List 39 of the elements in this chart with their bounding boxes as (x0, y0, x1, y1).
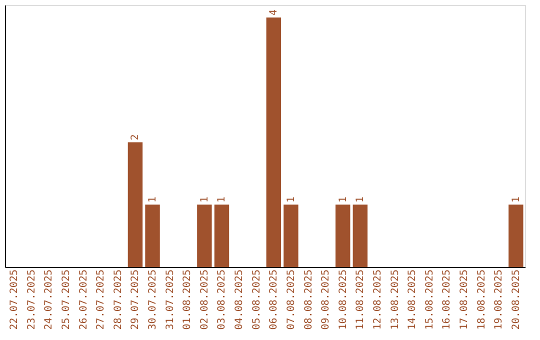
data-label: 4 (268, 9, 280, 16)
x-tick-label: 26.07.2025 (78, 270, 90, 330)
x-tick-label: 30.07.2025 (148, 270, 159, 330)
x-tick-label: 01.08.2025 (182, 270, 194, 330)
x-tick-label: 09.08.2025 (320, 270, 332, 330)
x-tick-label: 29.07.2025 (130, 270, 142, 330)
data-label: 2 (130, 134, 142, 140)
x-tick-label: 19.08.2025 (494, 270, 505, 330)
x-tick-label: 13.08.2025 (390, 270, 401, 330)
data-label: 1 (338, 196, 349, 203)
x-tick-label: 20.08.2025 (510, 270, 522, 330)
x-tick-label: 04.08.2025 (234, 270, 246, 330)
x-tick-label: 02.08.2025 (199, 270, 210, 330)
x-tick-label: 07.08.2025 (286, 270, 297, 330)
x-tick-label: 16.08.2025 (442, 270, 453, 330)
data-label: 1 (199, 196, 210, 203)
x-tick-label: 15.08.2025 (424, 270, 436, 330)
x-tick-label: 23.07.2025 (26, 270, 38, 330)
x-tick-label: 05.08.2025 (251, 270, 262, 330)
x-tick-label: 28.07.2025 (112, 270, 124, 330)
x-tick-label: 24.07.2025 (44, 270, 55, 330)
x-tick-label: 08.08.2025 (303, 270, 314, 330)
x-tick-label: 14.08.2025 (407, 270, 418, 330)
data-label: 1 (216, 196, 228, 203)
x-tick-label: 25.07.2025 (61, 270, 72, 330)
x-tick-label: 03.08.2025 (216, 270, 228, 330)
x-tick-label: 06.08.2025 (268, 270, 280, 330)
x-tick-label: 17.08.2025 (459, 270, 470, 330)
x-tick-label: 12.08.2025 (372, 270, 384, 330)
x-tick-label: 31.07.2025 (164, 270, 176, 330)
x-tick-label: 10.08.2025 (338, 270, 349, 330)
data-label: 1 (355, 196, 366, 203)
data-label: 1 (510, 196, 522, 203)
data-label: 1 (148, 196, 159, 203)
x-tick-label: 18.08.2025 (476, 270, 488, 330)
x-tick-label: 11.08.2025 (355, 270, 366, 330)
x-tick-label: 27.07.2025 (96, 270, 107, 330)
data-label: 1 (286, 196, 297, 203)
x-tick-label: 22.07.2025 (9, 270, 20, 330)
